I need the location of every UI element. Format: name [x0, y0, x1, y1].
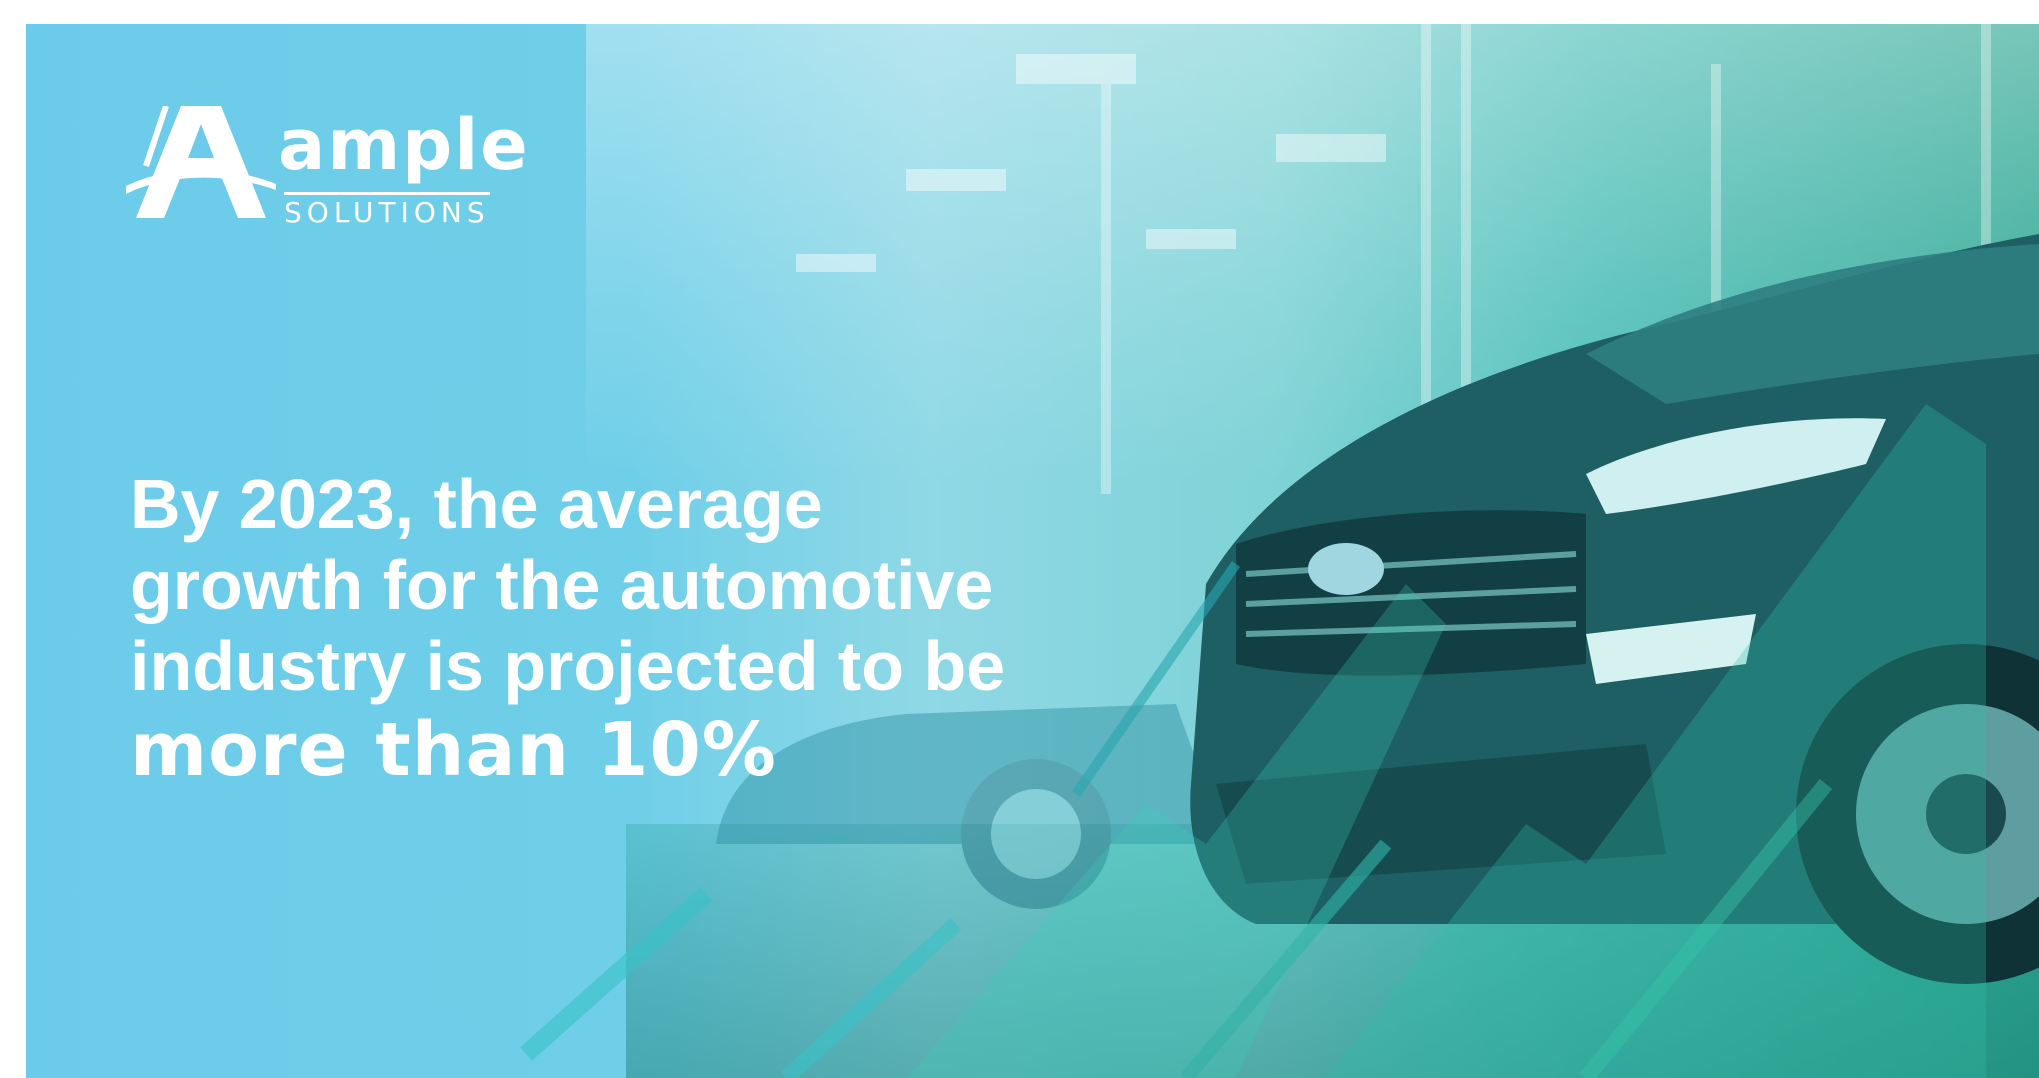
- brand-logo: ampLe SOLUTIONS: [126, 104, 596, 227]
- headline-line-2: growth for the automotive: [130, 546, 994, 625]
- stylized-a-road-icon: [126, 106, 276, 218]
- headline-line-1: By 2023, the average: [130, 465, 823, 543]
- promo-banner: ampLe SOLUTIONS By 2023, the average gro…: [26, 24, 2039, 1078]
- showroom-car-scene: [520, 24, 2039, 1078]
- main-car: [1190, 234, 2039, 984]
- brand-name: ampLe: [278, 104, 530, 186]
- ceiling-lights: [796, 54, 1386, 272]
- brand-tagline: SOLUTIONS: [284, 192, 490, 227]
- headline-line-3: industry is projected to be: [130, 627, 1006, 706]
- headline-emphasis: more than 10%: [130, 706, 777, 793]
- headline: By 2023, the average growth for the auto…: [130, 464, 1130, 793]
- growth-arrows: [520, 404, 1986, 1078]
- background-car: [716, 704, 1226, 909]
